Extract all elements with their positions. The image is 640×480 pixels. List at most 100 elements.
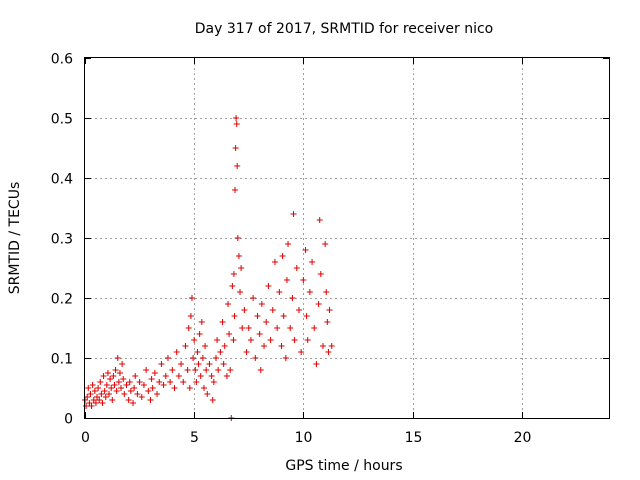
grid-lines bbox=[85, 58, 609, 418]
y-tick-label: 0 bbox=[64, 412, 73, 428]
data-point bbox=[319, 343, 326, 349]
data-point bbox=[180, 379, 187, 385]
data-point bbox=[254, 313, 261, 319]
data-point bbox=[250, 295, 257, 301]
x-tick-label: 10 bbox=[295, 430, 313, 446]
data-point bbox=[195, 361, 202, 367]
data-point bbox=[145, 388, 152, 394]
data-point bbox=[108, 385, 115, 391]
data-point bbox=[265, 283, 272, 289]
data-point bbox=[199, 355, 206, 361]
x-tick-labels: 0 5 10 15 20 bbox=[81, 430, 531, 446]
data-point bbox=[197, 373, 204, 379]
data-point bbox=[173, 349, 180, 355]
plot-frame bbox=[84, 57, 610, 419]
data-point bbox=[95, 385, 102, 391]
data-point bbox=[210, 379, 217, 385]
data-point bbox=[85, 385, 92, 391]
data-point bbox=[271, 259, 278, 265]
data-point bbox=[325, 349, 332, 355]
data-point bbox=[300, 277, 307, 283]
data-point bbox=[101, 388, 108, 394]
data-point bbox=[302, 247, 309, 253]
data-point bbox=[134, 391, 141, 397]
data-point bbox=[107, 376, 114, 382]
data-point bbox=[326, 307, 333, 313]
data-point bbox=[324, 319, 331, 325]
data-point bbox=[209, 397, 216, 403]
data-point bbox=[126, 379, 133, 385]
data-point bbox=[158, 361, 165, 367]
data-point bbox=[191, 337, 198, 343]
data-point bbox=[234, 163, 241, 169]
data-point bbox=[206, 361, 213, 367]
data-point bbox=[204, 391, 211, 397]
data-point bbox=[311, 325, 318, 331]
data-point bbox=[147, 397, 154, 403]
data-point bbox=[99, 400, 106, 406]
data-point bbox=[131, 385, 138, 391]
data-point bbox=[279, 253, 286, 259]
data-point bbox=[156, 379, 163, 385]
data-point bbox=[185, 325, 192, 331]
data-point bbox=[304, 337, 311, 343]
data-point bbox=[198, 319, 205, 325]
data-point bbox=[226, 331, 233, 337]
x-tick-label: 20 bbox=[514, 430, 532, 446]
data-point bbox=[252, 355, 259, 361]
data-point bbox=[187, 313, 194, 319]
data-point bbox=[97, 379, 104, 385]
data-point bbox=[231, 313, 238, 319]
data-point bbox=[167, 379, 174, 385]
data-point bbox=[175, 373, 182, 379]
data-point bbox=[293, 265, 300, 271]
data-point bbox=[116, 370, 123, 376]
data-point bbox=[171, 385, 178, 391]
data-point bbox=[214, 337, 221, 343]
data-point bbox=[188, 295, 195, 301]
data-point bbox=[323, 289, 330, 295]
data-point bbox=[132, 373, 139, 379]
y-tick-label: 0.3 bbox=[51, 232, 73, 248]
x-tick-label: 15 bbox=[405, 430, 423, 446]
y-tick-label: 0.1 bbox=[51, 352, 73, 368]
data-point bbox=[140, 382, 147, 388]
data-point bbox=[203, 367, 210, 373]
data-point bbox=[162, 373, 169, 379]
data-point bbox=[280, 313, 287, 319]
data-point bbox=[276, 289, 283, 295]
data-point bbox=[154, 391, 161, 397]
data-point bbox=[303, 313, 310, 319]
y-tick-label: 0.2 bbox=[51, 292, 73, 308]
data-point bbox=[263, 319, 270, 325]
data-point bbox=[233, 115, 240, 121]
data-point bbox=[164, 355, 171, 361]
data-point bbox=[102, 394, 109, 400]
data-point bbox=[219, 319, 226, 325]
data-point bbox=[169, 367, 176, 373]
data-point bbox=[148, 376, 155, 382]
data-point bbox=[290, 211, 297, 217]
data-point bbox=[278, 343, 285, 349]
data-point bbox=[112, 367, 119, 373]
data-point bbox=[192, 367, 199, 373]
data-point bbox=[225, 301, 232, 307]
data-point bbox=[220, 361, 227, 367]
data-point bbox=[96, 397, 103, 403]
data-point bbox=[217, 349, 224, 355]
data-point bbox=[317, 271, 324, 277]
chart-title: Day 317 of 2017, SRMTID for receiver nic… bbox=[195, 21, 493, 37]
data-point bbox=[104, 370, 111, 376]
data-point bbox=[269, 307, 276, 313]
data-point bbox=[282, 355, 289, 361]
data-point bbox=[221, 343, 228, 349]
data-point bbox=[241, 307, 248, 313]
data-point bbox=[230, 337, 237, 343]
y-tick-label: 0.6 bbox=[51, 52, 73, 68]
data-point bbox=[223, 373, 230, 379]
data-point bbox=[190, 355, 197, 361]
data-point bbox=[194, 349, 201, 355]
data-point bbox=[328, 343, 335, 349]
data-point bbox=[121, 391, 128, 397]
